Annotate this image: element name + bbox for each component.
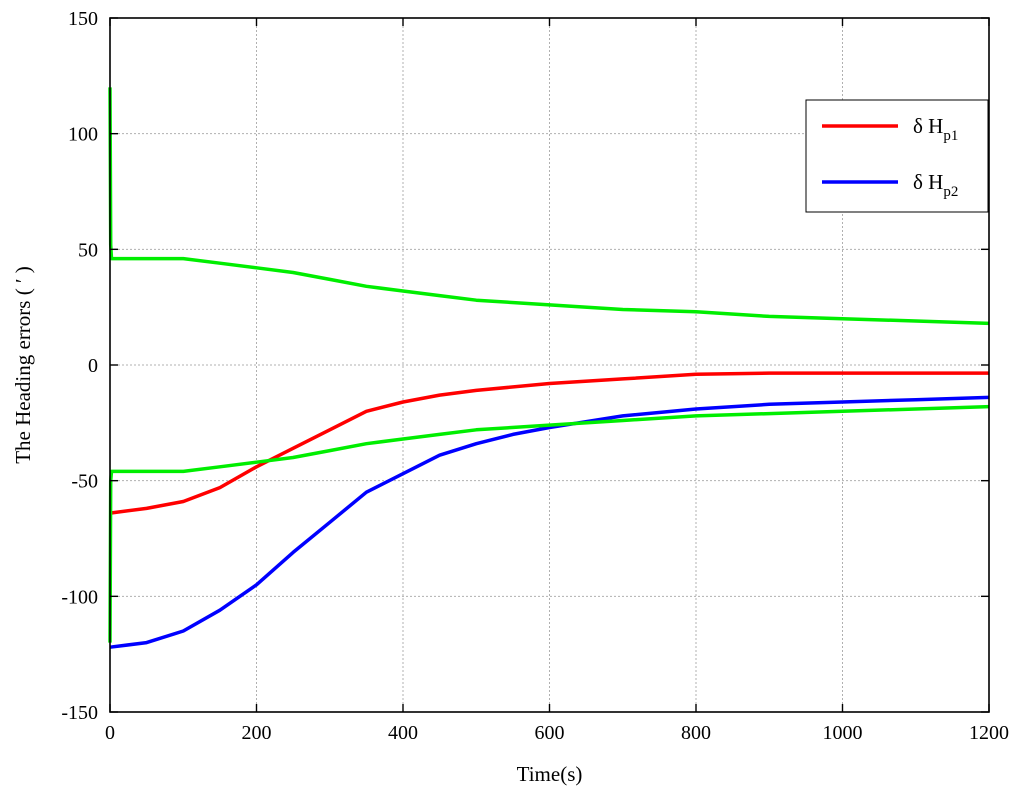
y-tick-label: 150 — [68, 8, 98, 30]
x-tick-label: 1000 — [823, 722, 863, 744]
tick-labels: 0 200 400 600 800 1000 1200 -150 -100 -50 0 50 100 15… — [61, 8, 1009, 744]
legend-box — [805, 99, 989, 213]
series-line-p1 — [109, 371, 989, 515]
series-line-upper-bound — [108, 87, 990, 326]
x-tick-label: 600 — [535, 722, 565, 744]
x-tick-label: 400 — [388, 722, 418, 744]
y-axis-label: The Heading errors ( ′ ) — [11, 266, 35, 464]
y-tick-label: 50 — [78, 239, 98, 261]
y-tick-label: -50 — [71, 471, 98, 493]
x-axis-label: Time(s) — [517, 762, 583, 786]
y-tick-label: 100 — [68, 124, 98, 146]
series-line-p2 — [109, 395, 990, 649]
x-tick-label: 200 — [242, 722, 272, 744]
x-tick-label: 1200 — [969, 722, 1009, 744]
x-tick-label: 800 — [681, 722, 711, 744]
legend-label-p2: δ Hp2 — [913, 170, 958, 200]
y-tick-label: 0 — [88, 355, 98, 377]
x-tick-label: 0 — [105, 722, 115, 744]
legend-label-p1: δ Hp1 — [913, 114, 958, 144]
axis-ticks — [109, 17, 990, 713]
series-line-lower-bound — [108, 404, 990, 643]
y-tick-label: -150 — [61, 702, 98, 724]
series-layer — [108, 87, 990, 649]
legend: δ Hp1 δ Hp2 — [805, 99, 989, 213]
y-tick-label: -100 — [61, 586, 98, 608]
